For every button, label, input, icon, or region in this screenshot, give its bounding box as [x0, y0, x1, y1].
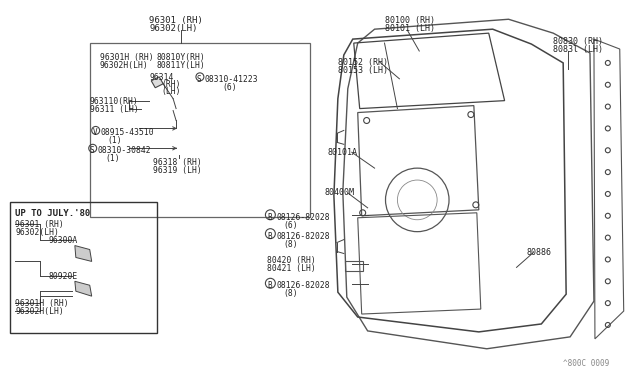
Text: 08126-82028: 08126-82028	[276, 232, 330, 241]
Text: 80421 (LH): 80421 (LH)	[268, 264, 316, 273]
Text: 80101 (LH): 80101 (LH)	[385, 24, 435, 33]
Bar	[345, 262, 363, 271]
Text: S: S	[90, 146, 94, 155]
Text: 08126-82028: 08126-82028	[276, 281, 330, 290]
Text: (8): (8)	[284, 289, 298, 298]
Text: 80830 (RH): 80830 (RH)	[553, 37, 604, 46]
Text: 8083l (LH): 8083l (LH)	[553, 45, 604, 54]
Text: 08126-82028: 08126-82028	[276, 213, 330, 222]
Text: 80100 (RH): 80100 (RH)	[385, 16, 435, 25]
Text: (RH): (RH)	[161, 80, 180, 89]
Text: B: B	[268, 232, 272, 241]
Text: 96319 (LH): 96319 (LH)	[153, 166, 202, 175]
Text: 96301H (RH): 96301H (RH)	[15, 299, 69, 308]
Text: UP TO JULY.'80: UP TO JULY.'80	[15, 209, 90, 218]
Text: 08310-41223: 08310-41223	[205, 75, 259, 84]
Text: (6): (6)	[223, 83, 237, 92]
Polygon shape	[151, 77, 163, 88]
Text: 96311 (LH): 96311 (LH)	[90, 105, 138, 113]
Text: 80153 (LH): 80153 (LH)	[338, 66, 388, 75]
Text: 96300A: 96300A	[48, 235, 77, 245]
Text: 08915-43510: 08915-43510	[100, 128, 154, 137]
Text: 96302(LH): 96302(LH)	[149, 24, 198, 33]
Text: 80152 (RH): 80152 (RH)	[338, 58, 388, 67]
Text: 08310-30842: 08310-30842	[98, 146, 151, 155]
Text: 80420 (RH): 80420 (RH)	[268, 256, 316, 266]
Polygon shape	[75, 281, 92, 296]
Text: B: B	[268, 213, 272, 222]
Text: (1): (1)	[108, 137, 122, 145]
Text: 96302H(LH): 96302H(LH)	[15, 307, 64, 316]
Text: (8): (8)	[284, 240, 298, 248]
Text: 96301H (RH): 96301H (RH)	[100, 53, 154, 62]
Text: 80810Y(RH): 80810Y(RH)	[156, 53, 205, 62]
Text: 96302H(LH): 96302H(LH)	[100, 61, 148, 70]
Text: 80811Y(LH): 80811Y(LH)	[156, 61, 205, 70]
Text: 96301 (RH): 96301 (RH)	[15, 220, 64, 229]
Text: (LH): (LH)	[161, 87, 180, 96]
Text: 80101A: 80101A	[328, 148, 358, 157]
Text: ^800C 0009: ^800C 0009	[563, 359, 609, 368]
Text: 80886: 80886	[527, 247, 552, 257]
Text: (1): (1)	[106, 154, 120, 163]
Polygon shape	[75, 246, 92, 262]
Bar	[10, 202, 157, 333]
Text: 96301 (RH): 96301 (RH)	[149, 16, 203, 25]
Text: 96314: 96314	[149, 73, 173, 82]
Text: (6): (6)	[284, 221, 298, 230]
Text: 96318 (RH): 96318 (RH)	[153, 158, 202, 167]
Text: S: S	[197, 75, 202, 84]
Text: 963110(RH): 963110(RH)	[90, 97, 138, 106]
Text: 80920E: 80920E	[48, 272, 77, 281]
Text: 96302(LH): 96302(LH)	[15, 228, 59, 237]
Text: 80400M: 80400M	[325, 188, 355, 197]
Bar	[90, 43, 310, 217]
Text: V: V	[93, 128, 97, 137]
Text: B: B	[268, 281, 272, 290]
